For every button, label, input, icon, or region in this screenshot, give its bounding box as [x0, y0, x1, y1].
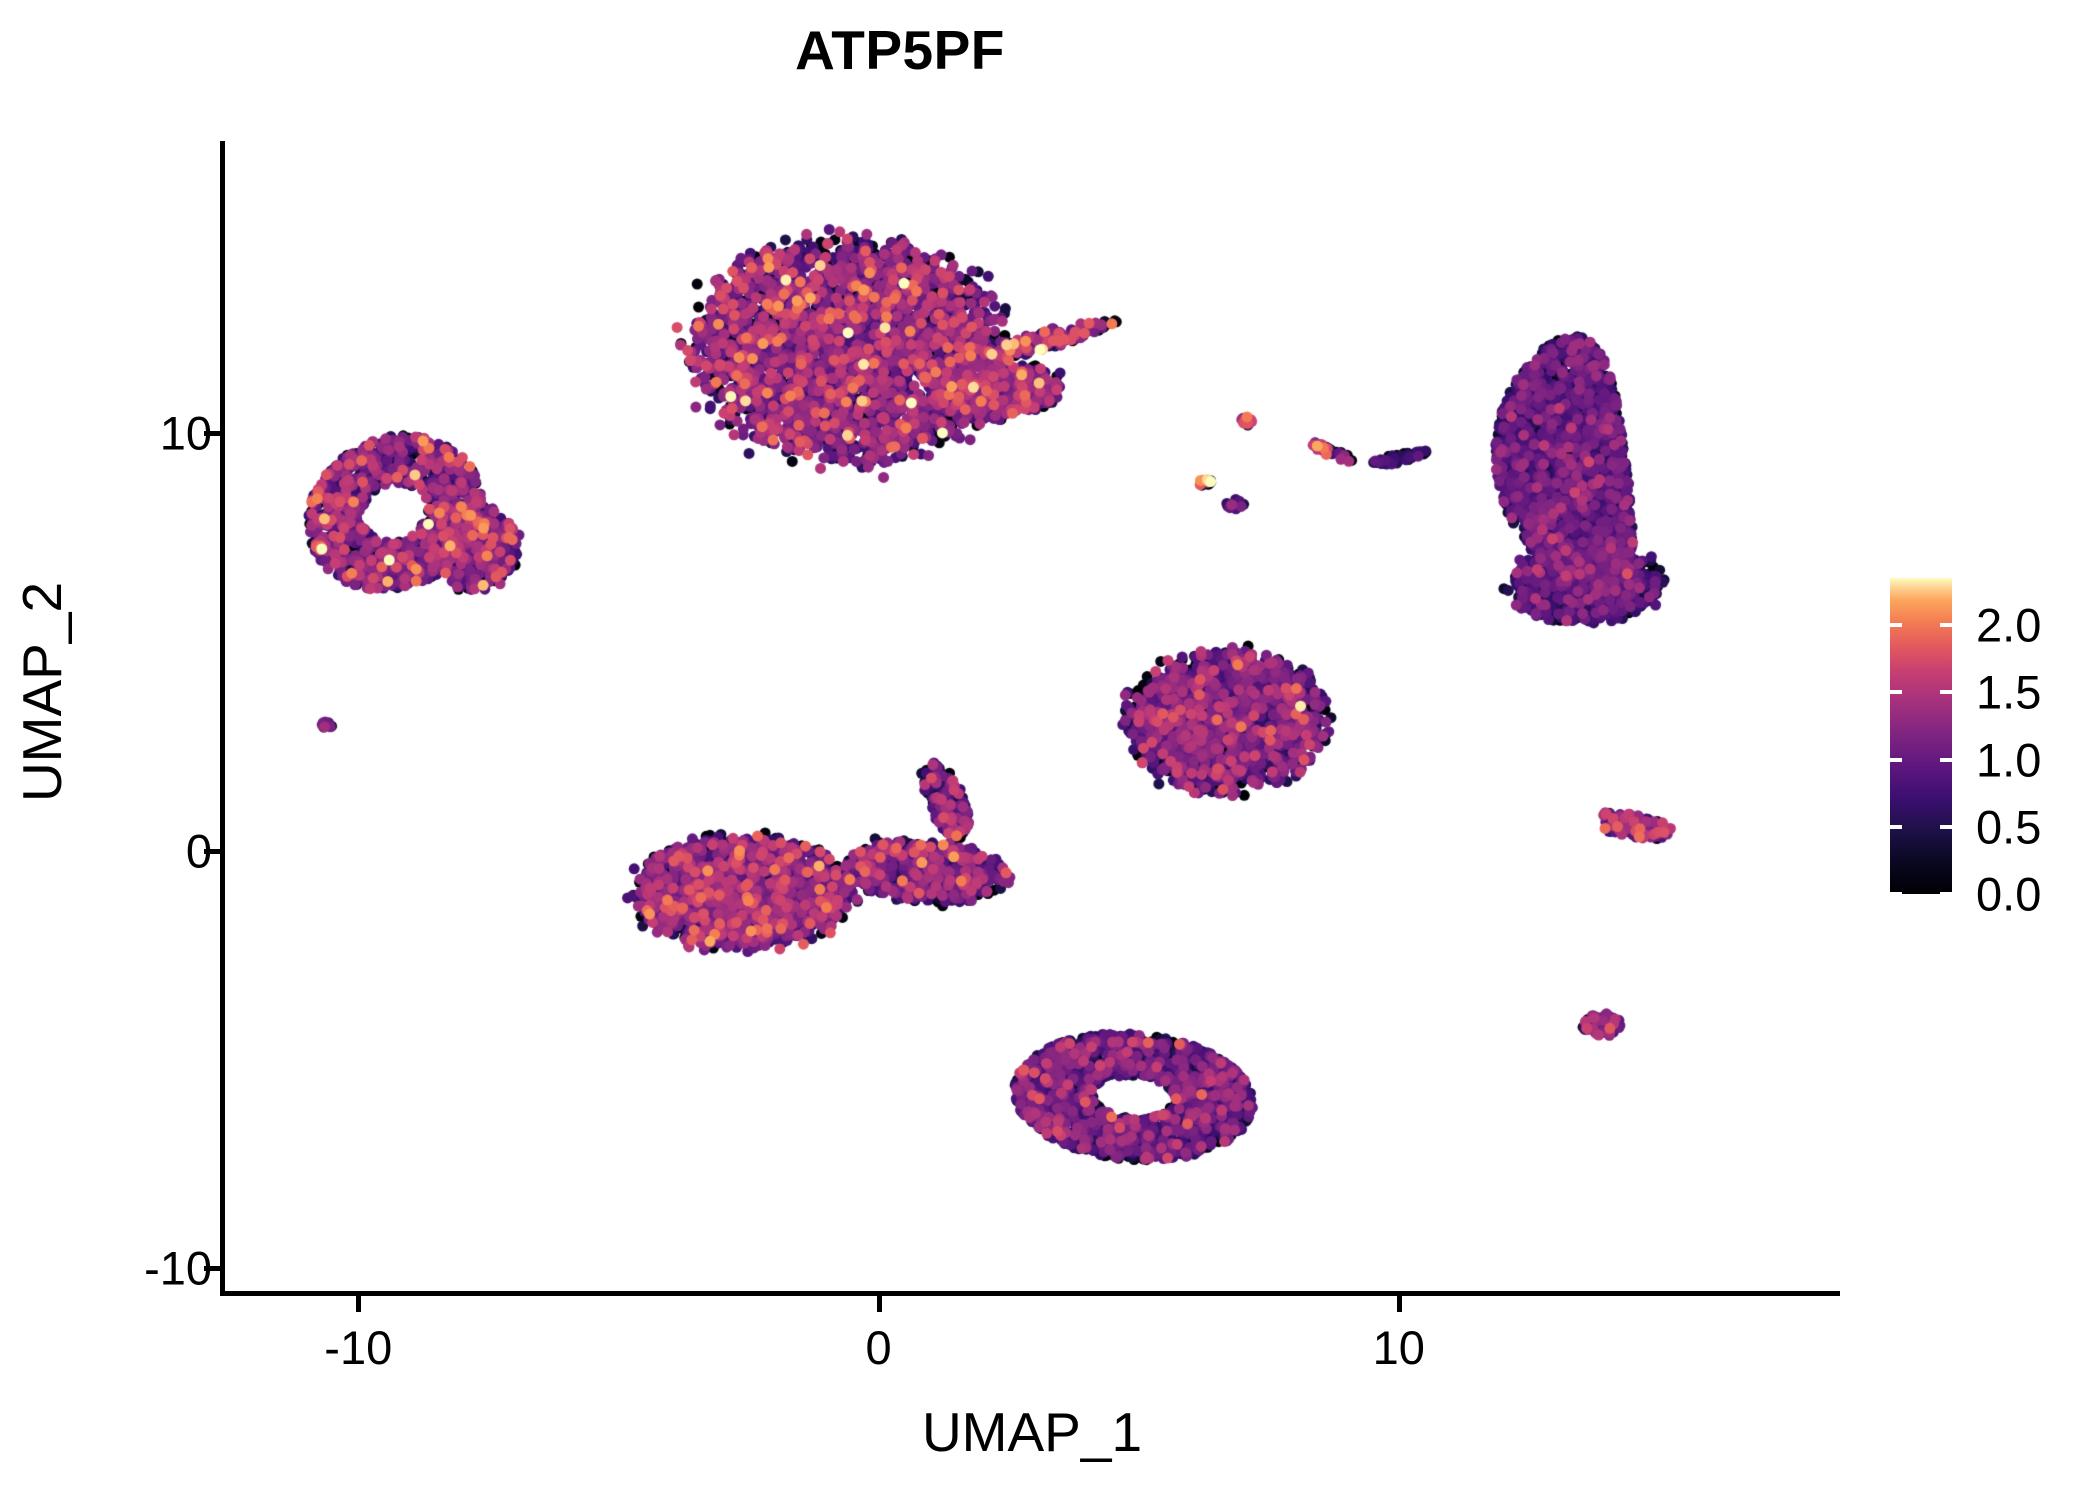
y-tick-label: 10 [159, 406, 212, 460]
y-tick-label: -10 [144, 1241, 212, 1295]
y-tick-mark [204, 1265, 220, 1271]
x-tick-mark [876, 1296, 882, 1312]
x-axis-line [220, 1291, 1840, 1296]
legend-tick-mark [1940, 824, 1952, 829]
page-title: ATP5PF [795, 19, 1005, 81]
legend-tick-mark [1890, 623, 1902, 628]
legend-tick-label: 1.0 [1976, 733, 2042, 787]
legend-tick-mark [1890, 824, 1902, 829]
scatter-plot-panel [223, 141, 1841, 1293]
x-tick-mark [1396, 1296, 1402, 1312]
legend-tick-mark [1890, 757, 1902, 762]
y-tick-label: 0 [185, 824, 212, 878]
legend-tick-label: 1.5 [1976, 665, 2042, 719]
color-legend: 0.0 0.5 1.0 1.5 2.0 [1890, 578, 2090, 921]
legend-tick-label: 0.0 [1976, 867, 2042, 921]
scatter-points-canvas [223, 141, 1841, 1293]
y-axis-title: UMAP_2 [11, 581, 73, 803]
y-tick-mark [204, 848, 220, 854]
legend-tick-mark [1890, 690, 1902, 695]
legend-tick-mark [1940, 892, 1952, 896]
legend-tick-mark [1940, 623, 1952, 628]
legend-tick-mark [1940, 690, 1952, 695]
x-axis-title: UMAP_1 [921, 1401, 1143, 1463]
legend-tick-mark [1940, 757, 1952, 762]
y-tick-mark [204, 431, 220, 437]
legend-tick-label: 2.0 [1976, 598, 2042, 652]
legend-tick-label: 0.5 [1976, 800, 2042, 854]
legend-tick-mark [1890, 892, 1902, 896]
x-tick-label: -10 [324, 1321, 393, 1374]
x-tick-mark [356, 1296, 362, 1312]
color-legend-bar [1890, 578, 1952, 894]
x-tick-label: 10 [1372, 1321, 1425, 1374]
y-axis-line [220, 141, 225, 1296]
x-tick-label: 0 [865, 1321, 892, 1374]
